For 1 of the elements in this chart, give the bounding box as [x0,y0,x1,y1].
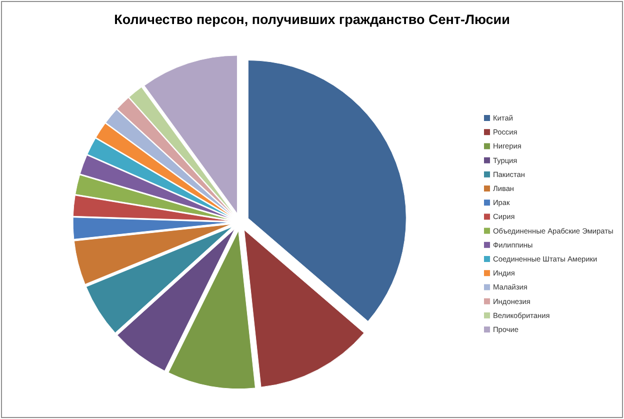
chart-title: Количество персон, получивших гражданство Сент-Люсии [114,12,510,27]
